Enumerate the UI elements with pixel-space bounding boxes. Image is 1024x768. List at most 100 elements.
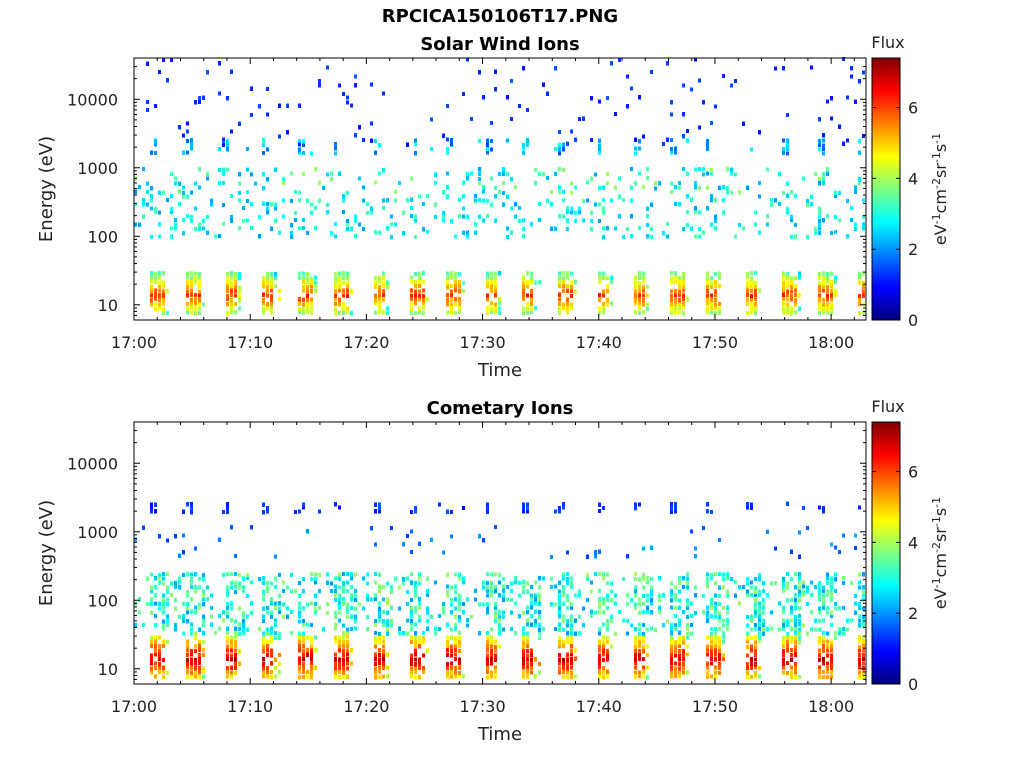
- flux-cell: [558, 639, 561, 644]
- y-tick-label: 10000: [67, 454, 118, 473]
- flux-cell: [270, 639, 273, 644]
- flux-cell: [378, 584, 381, 589]
- flux-cell: [566, 661, 569, 666]
- flux-cell: [606, 627, 609, 632]
- flux-cell: [302, 142, 305, 147]
- flux-cell: [830, 231, 833, 236]
- flux-cell: [626, 554, 629, 559]
- flux-cell: [418, 618, 421, 623]
- flux-cell: [722, 657, 725, 662]
- flux-cell: [694, 554, 697, 559]
- flux-cell: [670, 293, 673, 298]
- flux-cell: [234, 571, 237, 577]
- x-axis-label: Time: [477, 724, 522, 745]
- flux-cell: [794, 597, 797, 603]
- flux-cell: [678, 202, 681, 207]
- flux-cell: [162, 284, 165, 289]
- flux-cell: [470, 171, 473, 176]
- flux-cell: [334, 614, 337, 619]
- flux-cell: [626, 104, 629, 109]
- flux-cell: [598, 271, 601, 276]
- flux-cell: [746, 661, 749, 667]
- flux-cell: [226, 593, 229, 598]
- flux-cell: [234, 619, 237, 624]
- flux-cell: [374, 618, 377, 624]
- flux-cell: [790, 653, 793, 658]
- flux-cell: [742, 121, 745, 126]
- flux-cell: [566, 594, 569, 599]
- flux-cell: [558, 666, 561, 671]
- flux-cell: [186, 657, 189, 662]
- flux-cell: [166, 670, 169, 676]
- flux-cell: [338, 593, 341, 598]
- flux-cell: [818, 230, 821, 235]
- flux-cell: [374, 636, 377, 641]
- flux-cell: [194, 100, 197, 105]
- flux-cell: [610, 275, 613, 280]
- flux-cell: [506, 234, 509, 239]
- flux-cell: [166, 288, 169, 294]
- flux-cell: [818, 597, 821, 602]
- flux-cell: [682, 280, 685, 285]
- flux-cell: [390, 235, 393, 240]
- flux-cell: [570, 614, 573, 619]
- flux-cell: [202, 618, 205, 623]
- flux-cell: [634, 674, 637, 679]
- flux-cell: [670, 505, 673, 510]
- flux-cell: [838, 606, 841, 611]
- flux-cell: [530, 310, 533, 315]
- flux-cell: [446, 150, 449, 155]
- flux-cell: [258, 627, 261, 632]
- flux-cell: [674, 626, 677, 631]
- flux-cell: [314, 288, 317, 293]
- flux-cell: [798, 530, 801, 535]
- flux-cell: [574, 656, 577, 661]
- flux-cell: [562, 167, 565, 172]
- flux-cell: [670, 100, 673, 105]
- flux-cell: [194, 644, 197, 649]
- flux-cell: [782, 66, 785, 71]
- flux-cell: [502, 180, 505, 186]
- flux-cell: [454, 640, 457, 645]
- flux-cell: [266, 674, 269, 679]
- flux-cell: [450, 585, 453, 590]
- flux-cell: [522, 589, 525, 594]
- flux-cell: [658, 593, 661, 598]
- flux-cell: [158, 222, 161, 227]
- flux-cell: [242, 584, 245, 590]
- flux-cell: [706, 580, 709, 585]
- flux-cell: [446, 643, 449, 648]
- flux-cell: [862, 666, 865, 671]
- flux-cell: [418, 279, 421, 284]
- flux-cell: [270, 293, 273, 299]
- flux-cell: [458, 280, 461, 285]
- flux-cell: [538, 622, 541, 627]
- flux-cell: [818, 627, 821, 632]
- flux-cell: [722, 605, 725, 611]
- flux-cell: [718, 310, 721, 315]
- flux-cell: [154, 279, 157, 284]
- flux-cell: [714, 218, 717, 223]
- flux-cell: [342, 597, 345, 602]
- flux-cell: [610, 598, 613, 603]
- flux-cell: [394, 189, 397, 194]
- flux-cell: [494, 669, 497, 674]
- flux-cell: [830, 306, 833, 311]
- flux-cell: [718, 648, 721, 653]
- flux-cell: [670, 653, 673, 658]
- flux-cell: [230, 657, 233, 662]
- flux-cell: [686, 670, 689, 675]
- flux-cell: [858, 661, 861, 666]
- flux-cell: [406, 576, 409, 581]
- flux-cell: [714, 297, 717, 302]
- flux-cell: [226, 505, 229, 510]
- flux-cell: [826, 293, 829, 298]
- flux-cell: [566, 631, 569, 636]
- flux-cell: [830, 116, 833, 121]
- flux-cell: [854, 189, 857, 194]
- flux-cell: [678, 293, 681, 298]
- flux-cell: [154, 593, 157, 598]
- flux-cell: [338, 618, 341, 623]
- flux-cell: [562, 214, 565, 219]
- flux-cell: [622, 618, 625, 623]
